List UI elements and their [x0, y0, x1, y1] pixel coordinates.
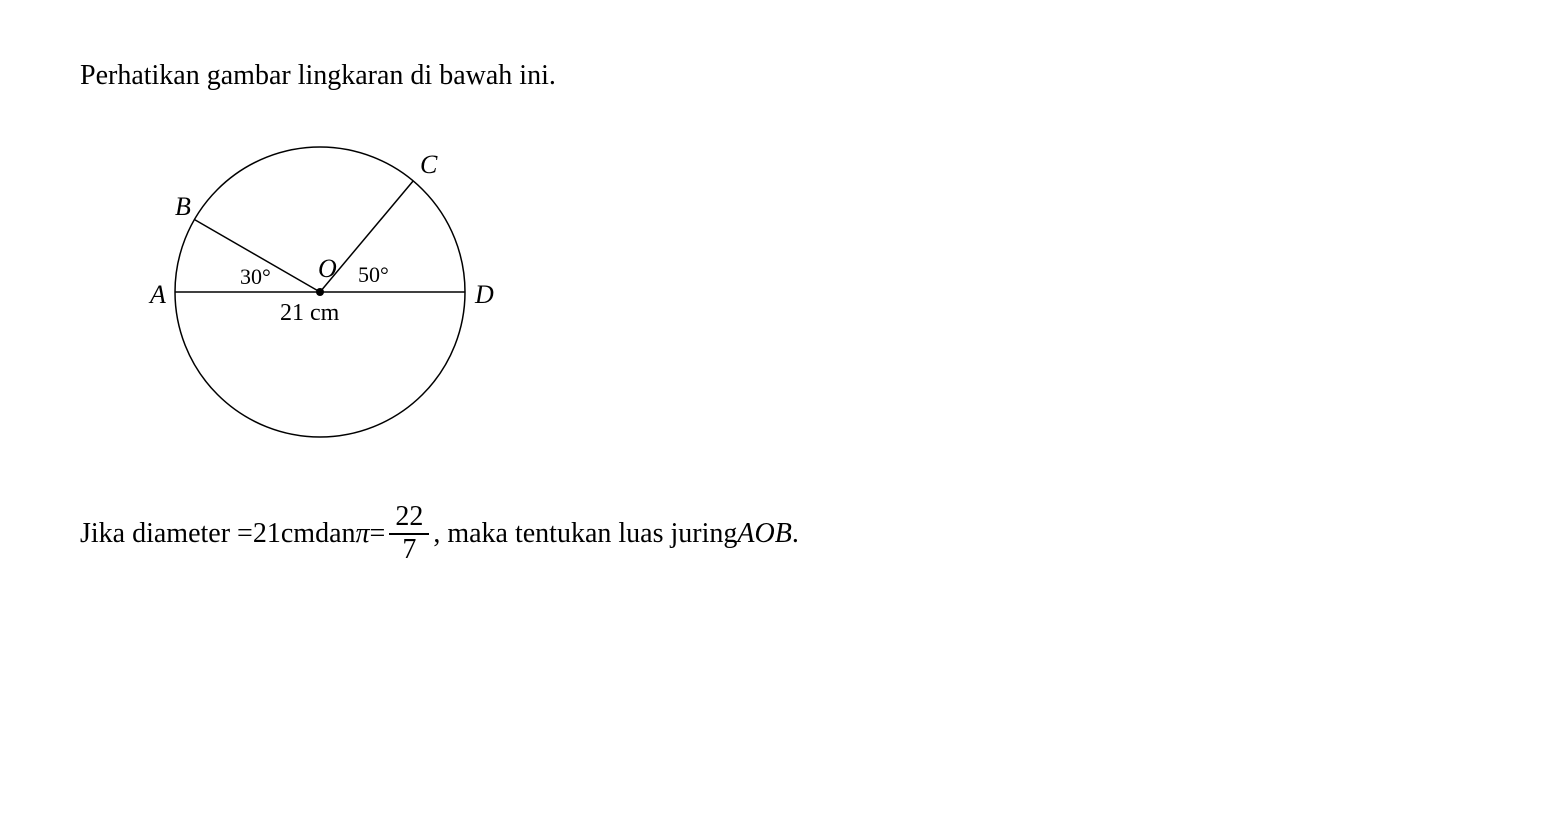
label-o: O [318, 254, 337, 284]
center-dot [316, 288, 324, 296]
label-b: B [175, 192, 191, 222]
question-prefix: Jika diameter = [80, 518, 253, 550]
question-text: Jika diameter = 21cm dan π = 22 7 , maka… [80, 502, 1466, 566]
label-c: C [420, 150, 437, 180]
pi-numerator: 22 [389, 502, 429, 535]
label-a: A [150, 280, 166, 310]
circle-diagram: A B C D O 30° 50° 21 cm [120, 112, 520, 472]
diameter-value: 21cm [253, 518, 315, 550]
circle-svg [120, 112, 520, 472]
intro-text: Perhatikan gambar lingkaran di bawah ini… [80, 60, 1466, 92]
juring-name: AOB [737, 518, 791, 550]
pi-denominator: 7 [396, 535, 422, 566]
pi-symbol: π [356, 518, 370, 550]
question-mid1: dan [315, 518, 355, 550]
question-end: . [792, 518, 799, 550]
angle-aob-label: 30° [240, 264, 271, 290]
pi-fraction: 22 7 [389, 502, 429, 566]
equals-sign: = [370, 518, 386, 550]
diameter-label: 21 cm [280, 300, 339, 327]
question-mid2: , maka tentukan luas juring [433, 518, 737, 550]
label-d: D [475, 280, 494, 310]
angle-cod-label: 50° [358, 262, 389, 288]
